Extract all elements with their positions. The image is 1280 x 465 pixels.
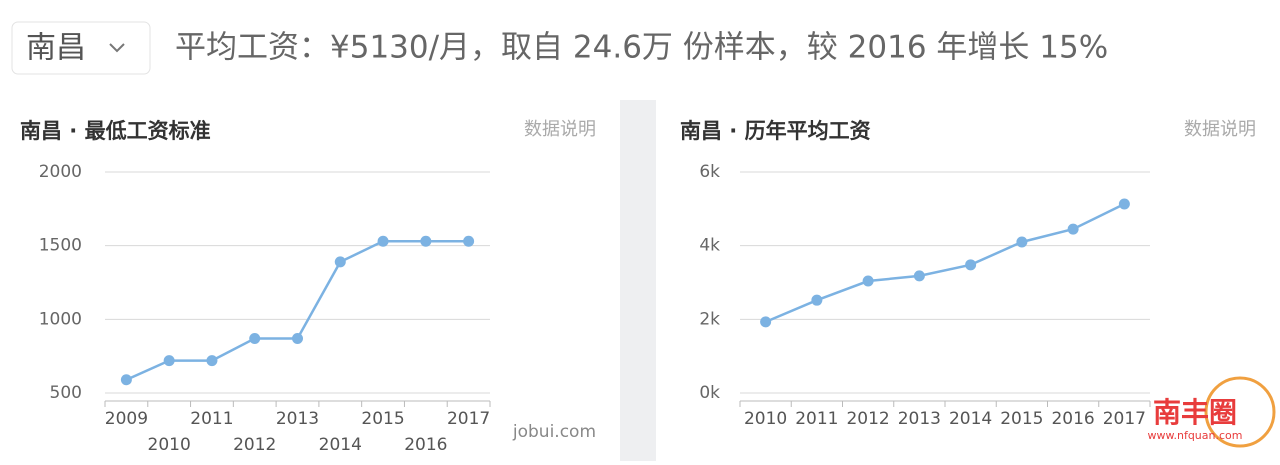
point [292,332,303,344]
chart-title: 南昌 · 最低工资标准 [20,119,211,143]
x-tick-label: 2012 [846,409,889,429]
x-tick-label: 2013 [898,409,941,429]
chevron [109,43,125,53]
point [420,235,432,247]
x-tick-label: 2015 [361,409,404,429]
point [206,355,218,367]
source: jobui.com [512,422,596,442]
x-tick-label: 2010 [148,435,191,455]
point [463,235,475,247]
y-tick-label: 2000 [39,162,82,182]
point [862,275,874,287]
city-dropdown[interactable] [11,21,151,75]
data-link[interactable]: 数据说明 [524,119,596,140]
y-tick-label: 1500 [39,236,82,256]
y-tick-label: 1000 [39,309,82,329]
point [1016,236,1028,248]
point [811,294,823,306]
x-tick-label: 2014 [949,409,992,429]
x-tick-label: 2014 [319,435,362,455]
data-link[interactable]: 数据说明 [1184,119,1256,140]
x-tick-label: 2016 [1051,409,1094,429]
logo: 南丰圈 [1153,396,1237,429]
y-tick-label: 4k [699,236,720,256]
x-tick-label: 2016 [404,435,447,455]
divider [620,100,656,461]
point [377,235,389,247]
point [965,259,977,271]
x-tick-label: 2017 [1103,409,1146,429]
y-tick-label: 2k [699,309,720,329]
point [120,374,132,386]
point [760,316,772,328]
y-tick-label: 6k [699,162,720,182]
chart-title: 南昌 · 历年平均工资 [680,119,871,143]
x-tick-label: 2011 [190,409,233,429]
x-tick-label: 2012 [233,435,276,455]
logo-url: www.nfquan.com [1148,429,1243,442]
x-tick-label: 2010 [744,409,787,429]
x-tick-label: 2011 [795,409,838,429]
x-tick-label: 2009 [105,409,148,429]
city-name: 南昌 [26,31,86,66]
y-tick-label: 500 [50,383,82,403]
x-tick-label: 2013 [276,409,319,429]
point [249,332,261,344]
point [334,256,346,268]
x-tick-label: 2015 [1000,409,1043,429]
watermark: 南丰圈 www.nfquan.com [1148,376,1276,448]
line [765,202,1125,324]
point [163,355,175,367]
point [1118,198,1130,210]
x-tick-label: 2017 [447,409,490,429]
point [913,270,925,282]
line [125,239,469,381]
point [1067,223,1079,235]
y-tick-label: 0k [699,383,720,403]
logo-ring [1204,376,1276,448]
summary: 平均工资：¥5130/月，取自 24.6万 份样本，较 2016 年增长 15% [175,30,1108,66]
